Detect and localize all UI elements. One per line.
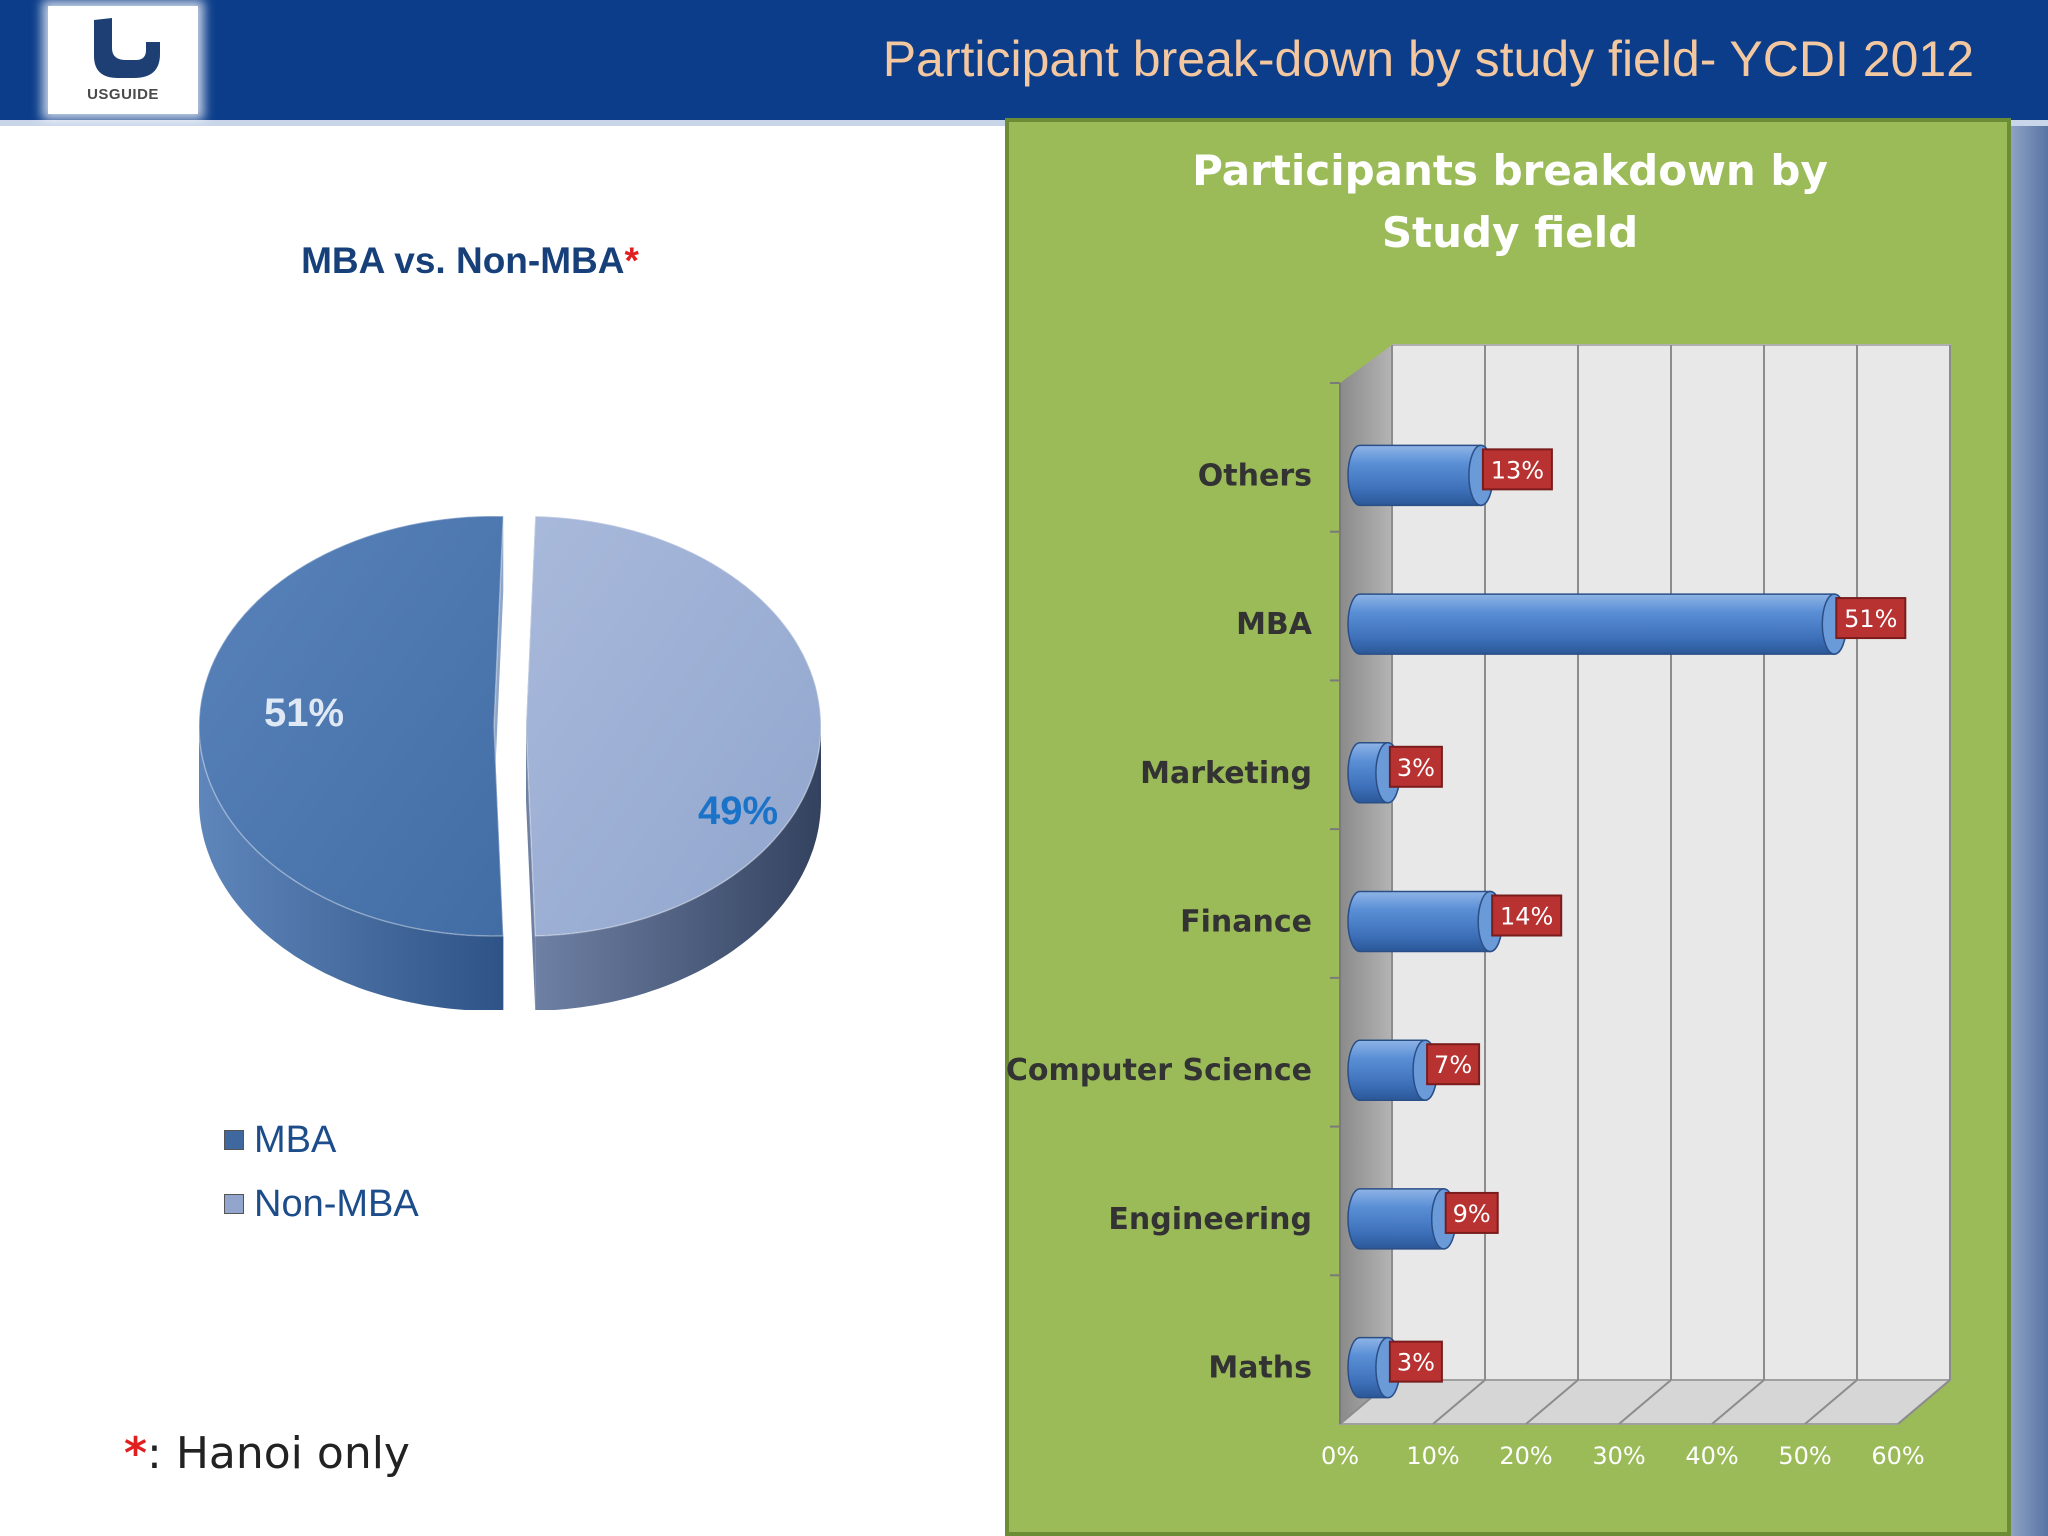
- category-label: Computer Science: [1006, 1053, 1312, 1088]
- right-edge-shadow: [2011, 126, 2048, 1536]
- data-label-box: [1491, 894, 1563, 937]
- legend-label-mba: MBA: [254, 1118, 337, 1161]
- data-label: 3%: [1397, 754, 1435, 782]
- data-label-box: [1444, 1191, 1499, 1234]
- x-tick-label: 10%: [1406, 1442, 1459, 1470]
- footnote: *: Hanoi only: [124, 1428, 410, 1479]
- x-tick-label: 30%: [1592, 1442, 1645, 1470]
- category-label: Maths: [1208, 1351, 1312, 1386]
- data-label-box: [1388, 1340, 1443, 1383]
- pie-slice-side-mba: [199, 726, 504, 1010]
- x-tick-label: 50%: [1778, 1442, 1831, 1470]
- logo-icon: [94, 18, 160, 78]
- slide-title: Participant break-down by study field- Y…: [882, 31, 1974, 87]
- bar: [1347, 444, 1494, 507]
- bar: [1347, 1039, 1438, 1101]
- pie-slice-cut-mba: [494, 516, 504, 801]
- data-label-box: [1426, 1043, 1481, 1086]
- bar-chart-title: Participants breakdown by Study field: [1192, 146, 1828, 257]
- chart-side-wall: [1340, 345, 1392, 1424]
- pie-slice-side-non-mba: [535, 726, 821, 1010]
- floor-gridline: [1618, 1379, 1672, 1425]
- x-tick-label: 60%: [1871, 1442, 1924, 1470]
- x-tick-label: 20%: [1499, 1442, 1552, 1470]
- legend-label-non-mba: Non-MBA: [254, 1182, 419, 1225]
- bar: [1347, 1188, 1457, 1250]
- data-label: 13%: [1491, 456, 1544, 484]
- footnote-star: *: [124, 1428, 148, 1479]
- x-tick-label: 0%: [1321, 1442, 1359, 1470]
- pie-title-marker: *: [624, 240, 639, 281]
- category-label: MBA: [1236, 607, 1313, 642]
- footnote-text: : Hanoi only: [147, 1428, 410, 1479]
- data-label-box: [1481, 448, 1553, 491]
- pie-slice-cut-non-mba: [526, 726, 536, 1010]
- floor-gridline: [1804, 1379, 1858, 1425]
- pie-label-mba: 51%: [264, 691, 344, 735]
- data-label: 14%: [1500, 903, 1553, 931]
- legend-swatch-mba: [224, 1130, 244, 1150]
- data-label: 51%: [1844, 605, 1897, 633]
- floor-gridline: [1432, 1379, 1486, 1425]
- bar-chart: 0% 10% 20% 30% 40% 50% 60% Others 13% MBA 51% Marke…: [1006, 344, 1953, 1470]
- pie-title-text: MBA vs. Non-MBA: [301, 240, 625, 281]
- category-label: Marketing: [1140, 756, 1312, 791]
- legend-item-non-mba: Non-MBA: [224, 1172, 419, 1236]
- x-tick-label: 40%: [1685, 1442, 1738, 1470]
- floor-gridline: [1711, 1379, 1765, 1425]
- category-label: Others: [1198, 458, 1312, 493]
- legend-swatch-non-mba: [224, 1194, 244, 1214]
- header-bar: [0, 0, 2048, 120]
- pie-legend: MBA Non-MBA: [224, 1108, 419, 1236]
- bar: [1347, 593, 1848, 655]
- data-label: 7%: [1434, 1051, 1472, 1079]
- category-label: Finance: [1180, 905, 1312, 940]
- logo-text: USGUIDE: [87, 86, 159, 103]
- category-label: Engineering: [1108, 1202, 1312, 1237]
- bar-body: [1347, 593, 1848, 655]
- pie-chart: 51% 49%: [198, 515, 822, 1010]
- data-label: 9%: [1453, 1200, 1491, 1228]
- bar: [1347, 890, 1503, 953]
- logo: USGUIDE: [48, 6, 198, 114]
- pie-slice-mba: [198, 515, 505, 937]
- floor-gridline: [1897, 1379, 1951, 1425]
- data-label-box: [1388, 745, 1443, 788]
- data-label-box: [1835, 597, 1907, 640]
- pie-label-non-mba: 49%: [698, 789, 778, 833]
- legend-item-mba: MBA: [224, 1108, 419, 1172]
- pie-slice-non-mba: [525, 515, 822, 937]
- pie-chart-title: MBA vs. Non-MBA*: [200, 240, 740, 282]
- floor-gridline: [1525, 1379, 1579, 1425]
- data-label: 3%: [1397, 1349, 1435, 1377]
